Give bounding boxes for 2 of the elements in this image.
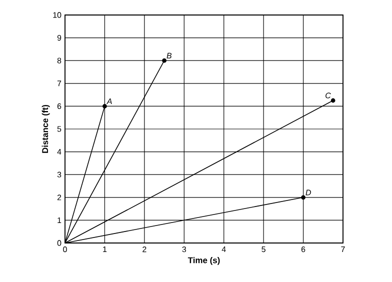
y-axis-title: Distance (ft) <box>42 104 50 153</box>
x-axis-title: Time (s) <box>188 257 220 265</box>
